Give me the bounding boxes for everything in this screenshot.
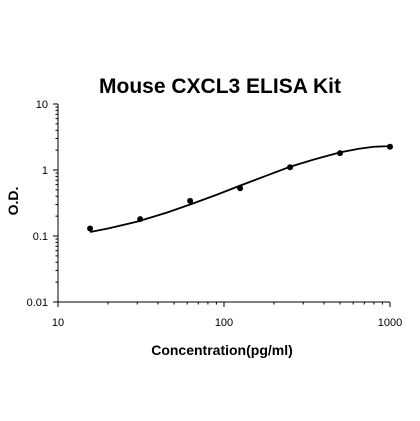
x-axis-label: Concentration(pg/ml): [151, 342, 293, 358]
data-point: [237, 185, 244, 192]
data-point: [387, 143, 393, 150]
x-tick-label: 10: [52, 317, 64, 329]
x-tick-label: 1000: [378, 317, 402, 329]
x-tick-label: 100: [215, 317, 233, 329]
data-point: [137, 216, 144, 223]
y-axis-label: O.D.: [5, 187, 21, 216]
data-point: [87, 225, 94, 232]
y-tick-label: 0.01: [27, 297, 48, 309]
y-tick-label: 10: [36, 99, 48, 111]
data-point: [287, 164, 294, 171]
y-tick-label: 1: [42, 165, 48, 177]
data-point: [337, 150, 344, 157]
plot-area: 10 1 0.1 0.01 10 100 1000: [27, 99, 403, 329]
y-tick-label: 0.1: [33, 231, 48, 243]
chart-title: Mouse CXCL3 ELISA Kit: [99, 75, 341, 98]
data-point: [187, 197, 194, 204]
